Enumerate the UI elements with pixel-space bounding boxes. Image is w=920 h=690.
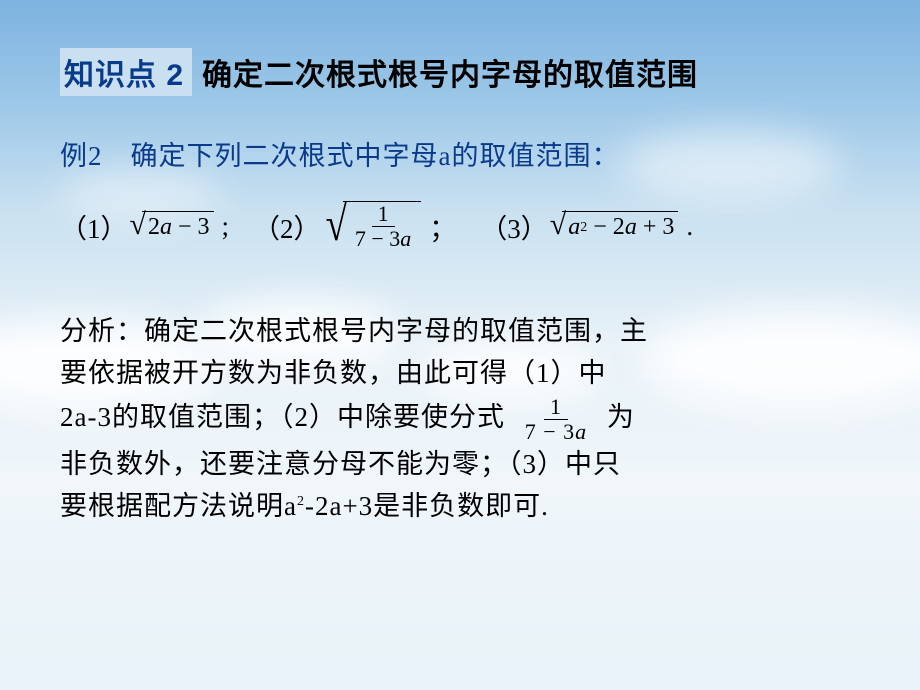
surd-icon: √ xyxy=(325,201,346,249)
radicand-1: 2a − 3 xyxy=(142,211,214,241)
expr-item-1: （1） √ 2a − 3 ; xyxy=(60,207,229,246)
knowledge-point-box: 知识点 2 xyxy=(60,48,192,96)
superscript: 2 xyxy=(297,494,305,509)
surd-icon: √ xyxy=(130,210,146,240)
analysis-block: 分析：确定二次根式根号内字母的取值范围，主 要依据被开方数为非负数，由此可得（1… xyxy=(60,311,860,528)
slide: 知识点 2 确定二次根式根号内字母的取值范围 例2 确定下列二次根式中字母a的取… xyxy=(0,0,920,690)
separator: ； xyxy=(429,207,456,246)
analysis-text: 确定二次根式根号内字母的取值范围，主 xyxy=(144,316,648,346)
item-number: （3） xyxy=(480,207,548,246)
analysis-label: 分析： xyxy=(60,316,144,346)
separator: . xyxy=(686,211,693,242)
analysis-line: 2a-3的取值范围；（2）中除要使分式 1 7 − 3a 为 xyxy=(60,395,860,444)
fraction-2: 1 7 − 3a xyxy=(349,202,417,251)
analysis-line: 要根据配方法说明a2-2a+3是非负数即可. xyxy=(60,486,860,528)
expression-row: （1） √ 2a − 3 ; （2） √ 1 7 − 3a ； xyxy=(60,201,860,251)
expr-item-2: （2） √ 1 7 − 3a ； xyxy=(253,201,456,251)
radical-1: √ 2a − 3 xyxy=(130,211,214,241)
inline-fraction: 1 7 − 3a xyxy=(519,395,593,444)
expr-item-3: （3） √ a2 − 2a + 3 . xyxy=(480,207,693,246)
separator: ; xyxy=(222,211,230,242)
frac-denominator: 7 − 3a xyxy=(349,227,417,251)
analysis-text: 要根据配方法说明a xyxy=(60,491,297,521)
page-title: 确定二次根式根号内字母的取值范围 xyxy=(202,50,698,94)
radical-2: √ 1 7 − 3a xyxy=(323,201,422,251)
item-number: （2） xyxy=(253,207,321,246)
analysis-line: 非负数外，还要注意分母不能为零；（3）中只 xyxy=(60,444,860,486)
frac-numerator: 1 xyxy=(544,395,568,420)
example-lead: 例2 确定下列二次根式中字母a的取值范围： xyxy=(60,134,860,173)
surd-icon: √ xyxy=(550,210,566,240)
analysis-line: 分析：确定二次根式根号内字母的取值范围，主 xyxy=(60,311,860,353)
analysis-text: 为 xyxy=(607,402,635,432)
radicand-3: a2 − 2a + 3 xyxy=(562,211,678,241)
analysis-text: 2a-3的取值范围；（2）中除要使分式 xyxy=(60,402,513,432)
analysis-line: 要依据被开方数为非负数，由此可得（1）中 xyxy=(60,353,860,395)
radicand-2: 1 7 − 3a xyxy=(343,201,421,251)
frac-numerator: 1 xyxy=(372,202,395,227)
frac-denominator: 7 − 3a xyxy=(519,420,593,444)
title-row: 知识点 2 确定二次根式根号内字母的取值范围 xyxy=(60,48,860,96)
radical-3: √ a2 − 2a + 3 xyxy=(550,211,679,241)
item-number: （1） xyxy=(60,207,128,246)
analysis-text: -2a+3是非负数即可. xyxy=(305,491,549,521)
